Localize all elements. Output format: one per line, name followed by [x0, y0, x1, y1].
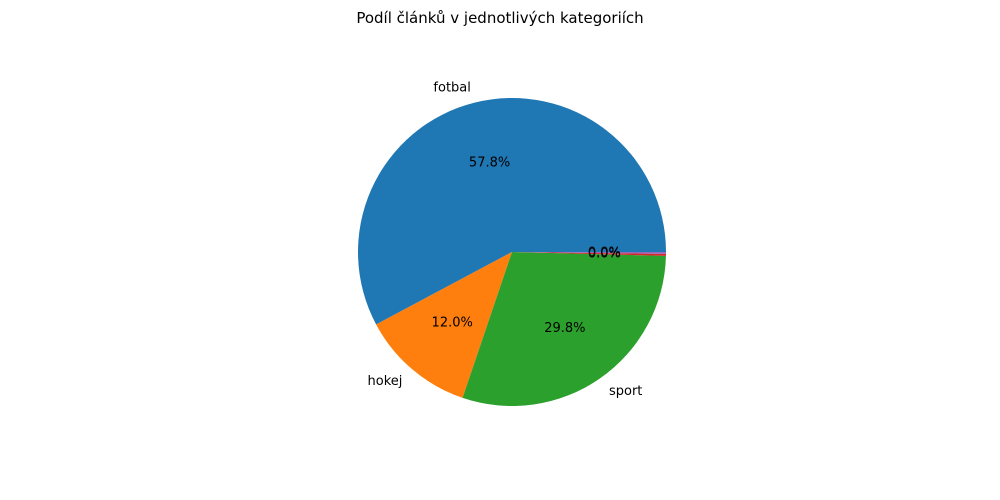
chart-title: Podíl článků v jednotlivých kategoriích [356, 9, 643, 27]
pie-pct-label: 12.0% [432, 315, 473, 330]
pie-category-label: fotbal [433, 81, 470, 96]
pie-pct-label: 0.0% [588, 246, 621, 261]
pie-slice-hokej [376, 252, 512, 398]
pie-slice-sport [462, 252, 666, 406]
pie-category-label: hokej [368, 374, 403, 389]
pie-slice-3 [512, 252, 666, 256]
pie-slice-4 [512, 252, 666, 254]
pie-pct-label: 0.0% [588, 247, 621, 262]
pie-slice-fotbal [357, 97, 666, 325]
pie-pct-label: 29.8% [544, 321, 585, 336]
pie-pct-label: 57.8% [469, 155, 510, 170]
pie-slices [357, 97, 666, 406]
pie-category-label: sport [609, 384, 642, 399]
